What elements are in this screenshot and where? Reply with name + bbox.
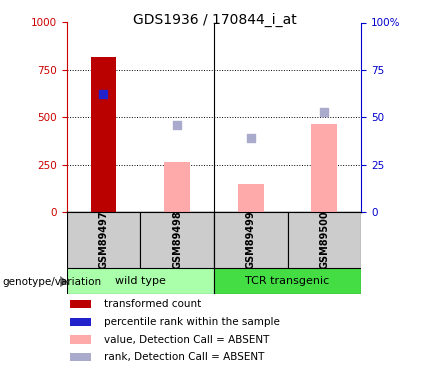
Point [100,90,107,96]
Bar [288,212,361,268]
Bar [238,184,264,212]
Text: wild type: wild type [115,276,166,286]
Text: value, Detection Call = ABSENT: value, Detection Call = ABSENT [104,334,270,345]
Bar [67,212,140,268]
Bar [91,57,117,212]
Bar [140,212,214,268]
Text: GSM89497: GSM89497 [98,211,108,269]
Bar [164,162,190,212]
Bar [70,300,91,308]
Point [247,135,254,141]
Text: GSM89500: GSM89500 [319,211,329,269]
Bar [70,318,91,326]
Text: GSM89498: GSM89498 [172,211,182,269]
Text: GSM89499: GSM89499 [246,211,256,269]
Bar [70,353,91,361]
Polygon shape [60,276,68,287]
Bar [214,268,361,294]
Text: genotype/variation: genotype/variation [2,277,101,286]
Bar [214,212,288,268]
Point [321,108,328,114]
Bar [311,124,337,212]
Text: TCR transgenic: TCR transgenic [246,276,330,286]
Text: percentile rank within the sample: percentile rank within the sample [104,317,280,327]
Text: GDS1936 / 170844_i_at: GDS1936 / 170844_i_at [133,13,297,27]
Bar [67,268,214,294]
Bar [70,336,91,344]
Point [174,122,181,128]
Text: rank, Detection Call = ABSENT: rank, Detection Call = ABSENT [104,352,265,362]
Text: transformed count: transformed count [104,299,202,309]
